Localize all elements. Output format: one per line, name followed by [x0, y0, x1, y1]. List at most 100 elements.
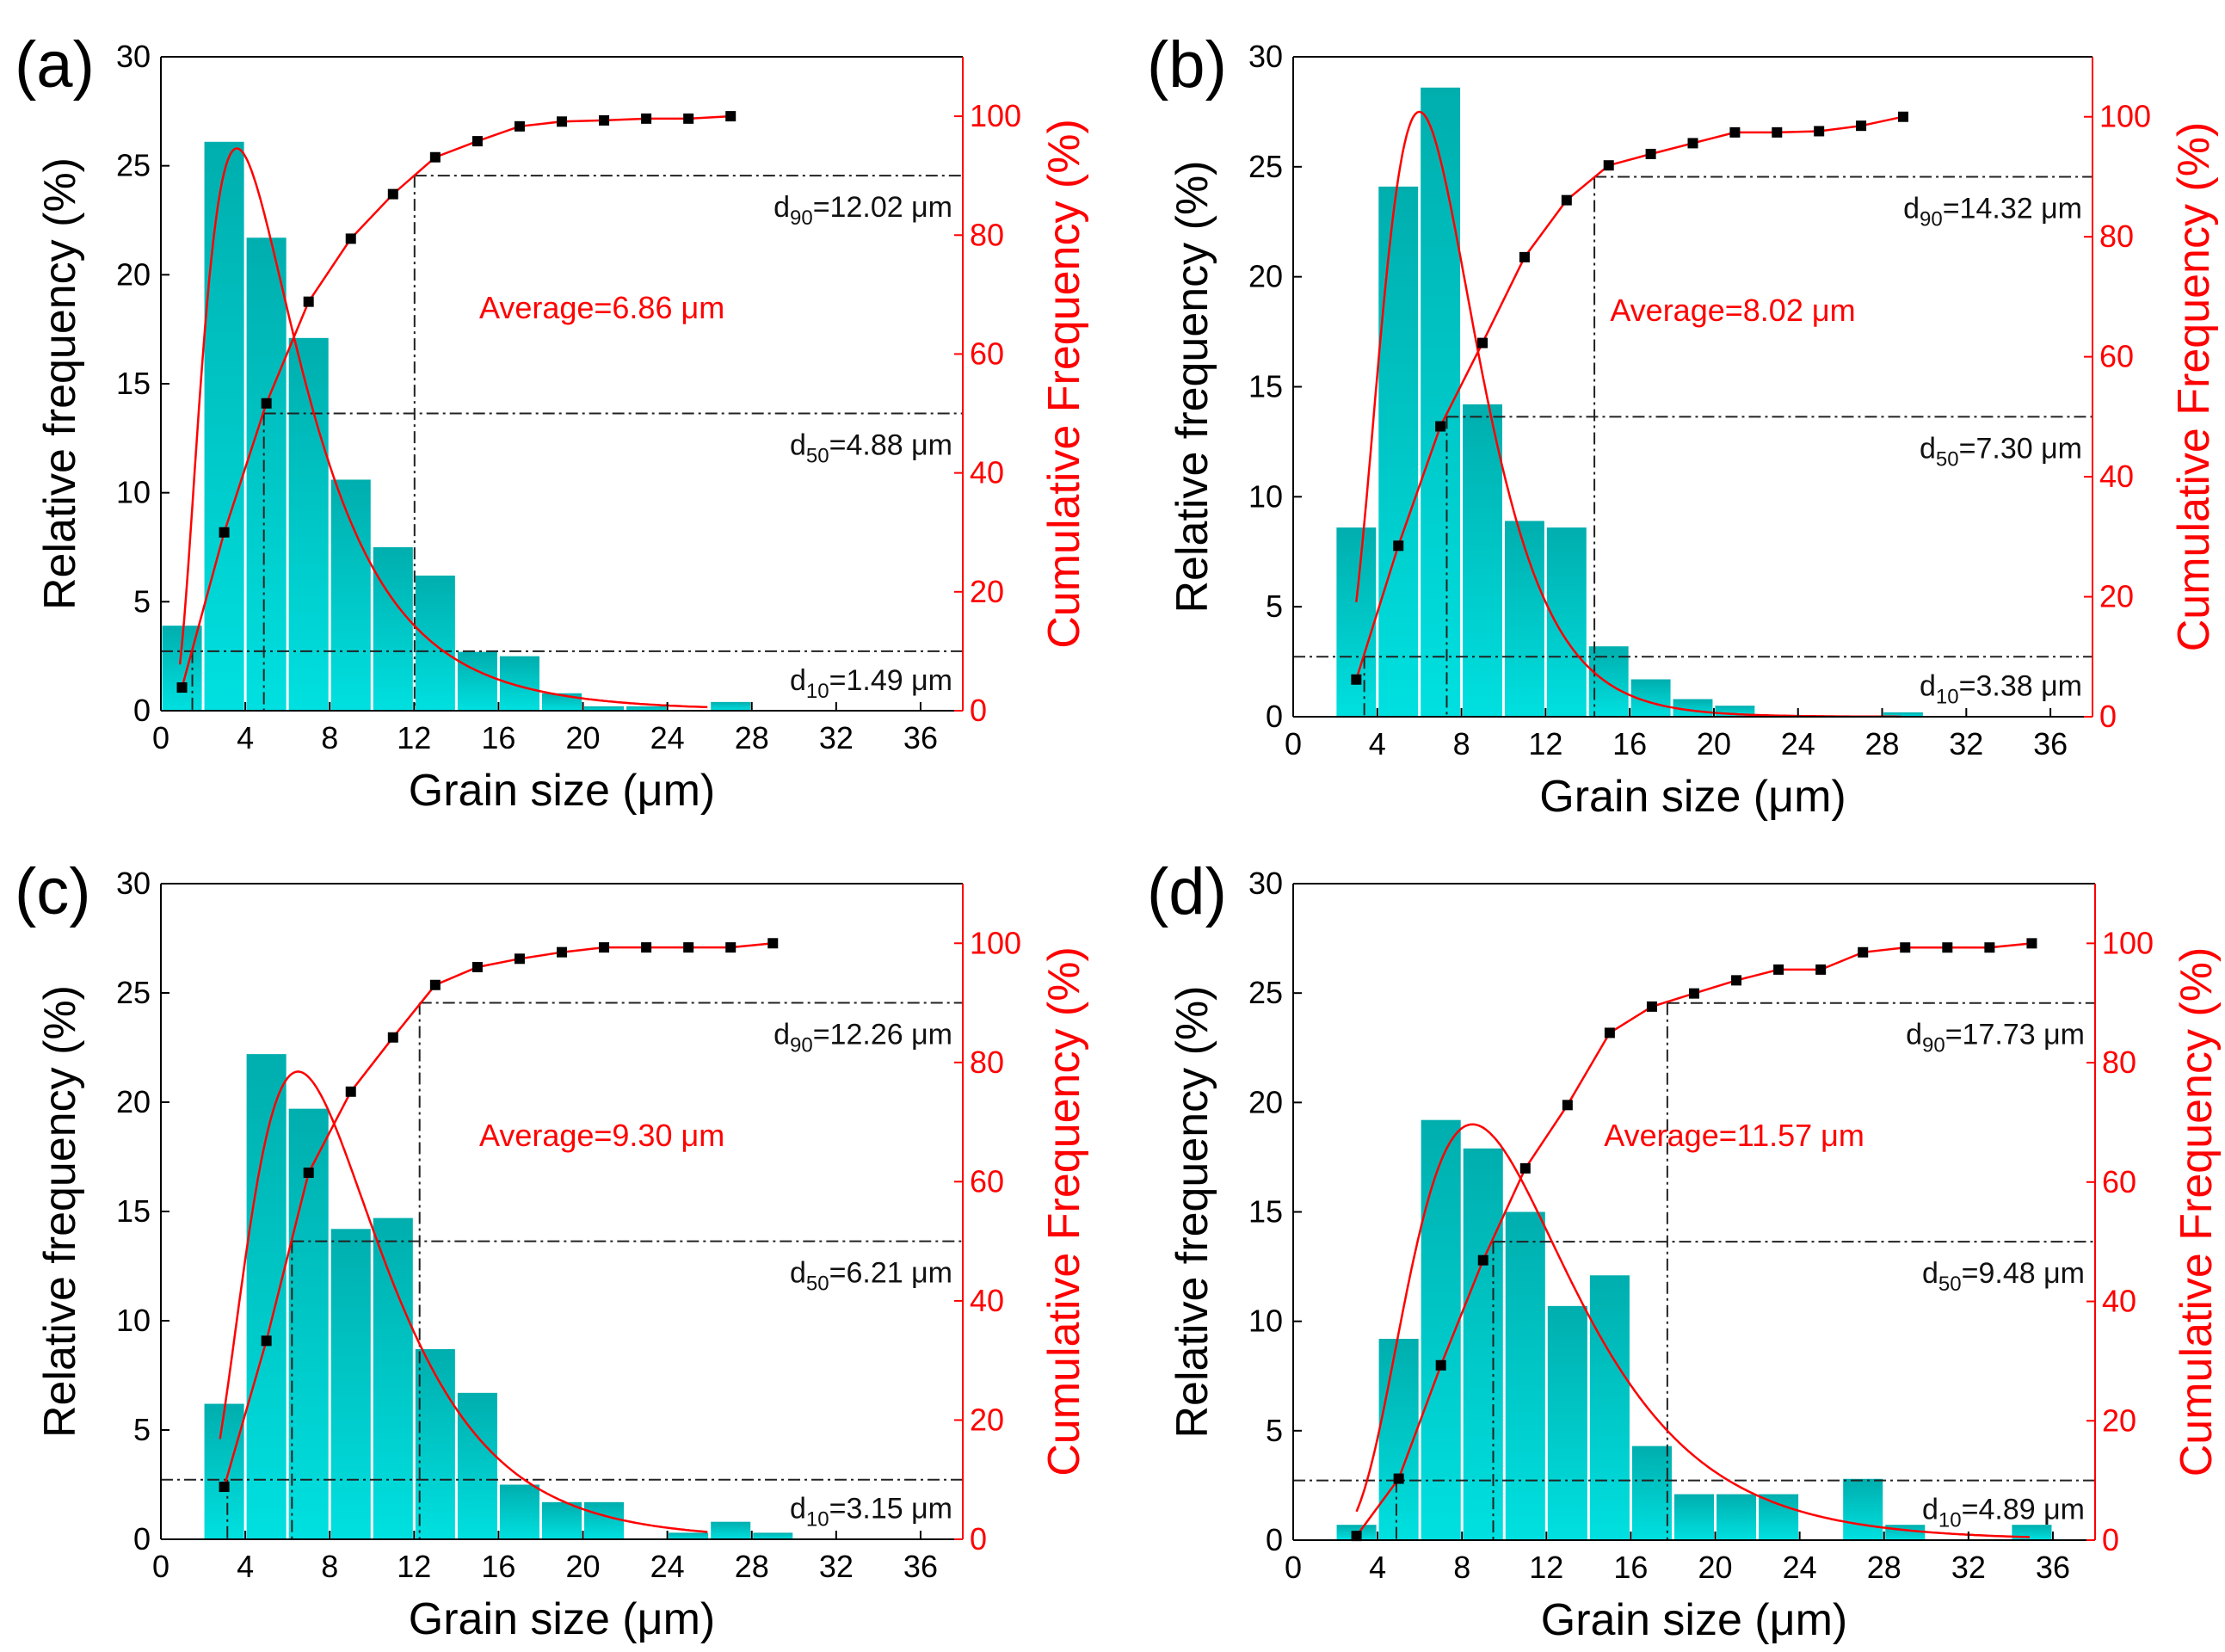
cumulative-point — [261, 1335, 272, 1347]
y2-tick-label: 60 — [970, 1163, 1004, 1199]
y2-tick-label: 0 — [970, 693, 987, 728]
cumulative-point — [1815, 964, 1827, 975]
cumulative-point — [1900, 942, 1911, 953]
d10-label-value: =4.89 μm — [1962, 1494, 2085, 1526]
histogram-bar — [499, 1484, 539, 1539]
y-tick-label: 25 — [1248, 149, 1283, 184]
x-tick-label: 32 — [819, 720, 854, 755]
histogram-bar — [288, 1108, 329, 1539]
y2-tick-label: 0 — [2099, 699, 2117, 734]
cumulative-point — [1603, 160, 1614, 171]
x-tick-label: 28 — [735, 720, 769, 755]
y2-axis-label: Cumulative Frequency (%) — [1039, 946, 1089, 1476]
cumulative-point — [1477, 1254, 1488, 1266]
x-tick-label: 32 — [1949, 726, 1983, 761]
d10-label: d10=4.89 μm — [1922, 1494, 2085, 1532]
d10-label-d: d — [1922, 1494, 1938, 1526]
histogram-bar — [1336, 527, 1377, 717]
cumulative-point — [1604, 1027, 1615, 1039]
d90-label-sub: 90 — [1920, 207, 1943, 231]
d90-label-value: =14.32 μm — [1943, 192, 2082, 225]
histogram-bar — [415, 1349, 455, 1539]
x-tick-label: 24 — [1781, 726, 1815, 761]
x-tick-label: 12 — [1529, 1550, 1563, 1585]
histogram-bar — [373, 547, 413, 711]
y-tick-label: 10 — [1248, 1304, 1283, 1339]
y2-tick-label: 0 — [2102, 1522, 2119, 1557]
cumulative-point — [1393, 1473, 1404, 1484]
d90-label: d90=14.32 μm — [1903, 192, 2082, 231]
histogram-bar — [1673, 1494, 1715, 1540]
d50-label-value: =4.88 μm — [829, 429, 952, 462]
x-tick-label: 28 — [1865, 726, 1900, 761]
d90-label-sub: 90 — [790, 1034, 813, 1057]
histogram-bar — [1463, 404, 1502, 717]
x-tick-label: 16 — [1612, 726, 1647, 761]
y-tick-label: 5 — [1266, 1413, 1283, 1448]
y2-tick-label: 100 — [2102, 925, 2154, 960]
x-tick-label: 20 — [566, 1549, 601, 1584]
cumulative-point — [1519, 251, 1530, 262]
y-tick-label: 20 — [116, 256, 151, 292]
y-tick-label: 0 — [1266, 699, 1283, 734]
cumulative-point — [514, 953, 525, 965]
histogram-bar — [415, 575, 455, 711]
d10-label-d: d — [790, 1493, 806, 1526]
histogram-bar — [1547, 1305, 1587, 1540]
histogram-bar — [1883, 712, 1923, 717]
panel-label: (c) — [15, 855, 91, 928]
d50-label-sub: 50 — [806, 1273, 829, 1296]
y-tick-label: 15 — [116, 366, 151, 401]
d50-label-value: =6.21 μm — [829, 1257, 952, 1290]
x-axis-label: Grain size (μm) — [1539, 772, 1846, 822]
cumulative-point — [1856, 120, 1867, 132]
cumulative-point — [429, 979, 441, 990]
d50-label-d: d — [1920, 432, 1936, 465]
y-tick-label: 0 — [133, 693, 151, 728]
d50-label-sub: 50 — [1938, 1273, 1962, 1296]
cumulative-point — [1772, 126, 1783, 138]
y2-axis-label: Cumulative Frequency (%) — [1039, 119, 1089, 649]
y-tick-label: 30 — [116, 39, 151, 74]
cumulative-point — [1814, 126, 1825, 137]
histogram-bar — [1378, 1339, 1419, 1540]
d50-label-value: =7.30 μm — [1959, 432, 2082, 465]
x-tick-label: 16 — [481, 720, 515, 755]
x-tick-label: 20 — [566, 720, 601, 755]
histogram-bar — [584, 706, 625, 711]
x-tick-label: 36 — [2036, 1550, 2070, 1585]
y-tick-label: 25 — [1248, 975, 1283, 1010]
cumulative-point — [683, 942, 694, 953]
d10-label: d10=3.38 μm — [1920, 669, 2082, 708]
x-tick-label: 0 — [152, 720, 169, 755]
d10-label-d: d — [1920, 669, 1936, 702]
cumulative-point — [1858, 946, 1869, 958]
cumulative-point — [387, 188, 398, 200]
y-tick-label: 30 — [116, 866, 151, 901]
d10-label-value: =3.15 μm — [829, 1493, 952, 1526]
x-tick-label: 4 — [1369, 726, 1386, 761]
y2-tick-label: 20 — [970, 574, 1004, 609]
histogram-bar — [753, 1532, 793, 1539]
d90-label-d: d — [1903, 192, 1920, 225]
y2-axis-label: Cumulative Frequency (%) — [2172, 947, 2222, 1477]
y2-tick-label: 40 — [2099, 459, 2134, 494]
x-tick-label: 20 — [1697, 726, 1731, 761]
y2-tick-label: 40 — [2102, 1284, 2136, 1319]
histogram-bar — [457, 1392, 497, 1539]
d10-label-sub: 10 — [806, 680, 829, 703]
d50-label-value: =9.48 μm — [1962, 1257, 2085, 1290]
d90-label: d90=12.26 μm — [774, 1019, 952, 1057]
x-tick-label: 0 — [1285, 1550, 1302, 1585]
x-axis-label: Grain size (μm) — [409, 1594, 715, 1644]
cumulative-point — [219, 1482, 230, 1493]
cumulative-point — [387, 1032, 398, 1043]
histogram-bar — [288, 337, 329, 711]
histogram-bar — [1421, 87, 1461, 717]
y-axis-label: Relative frequency (%) — [35, 157, 85, 610]
x-tick-label: 8 — [1453, 1550, 1470, 1585]
d90-label-value: =12.26 μm — [813, 1019, 952, 1051]
